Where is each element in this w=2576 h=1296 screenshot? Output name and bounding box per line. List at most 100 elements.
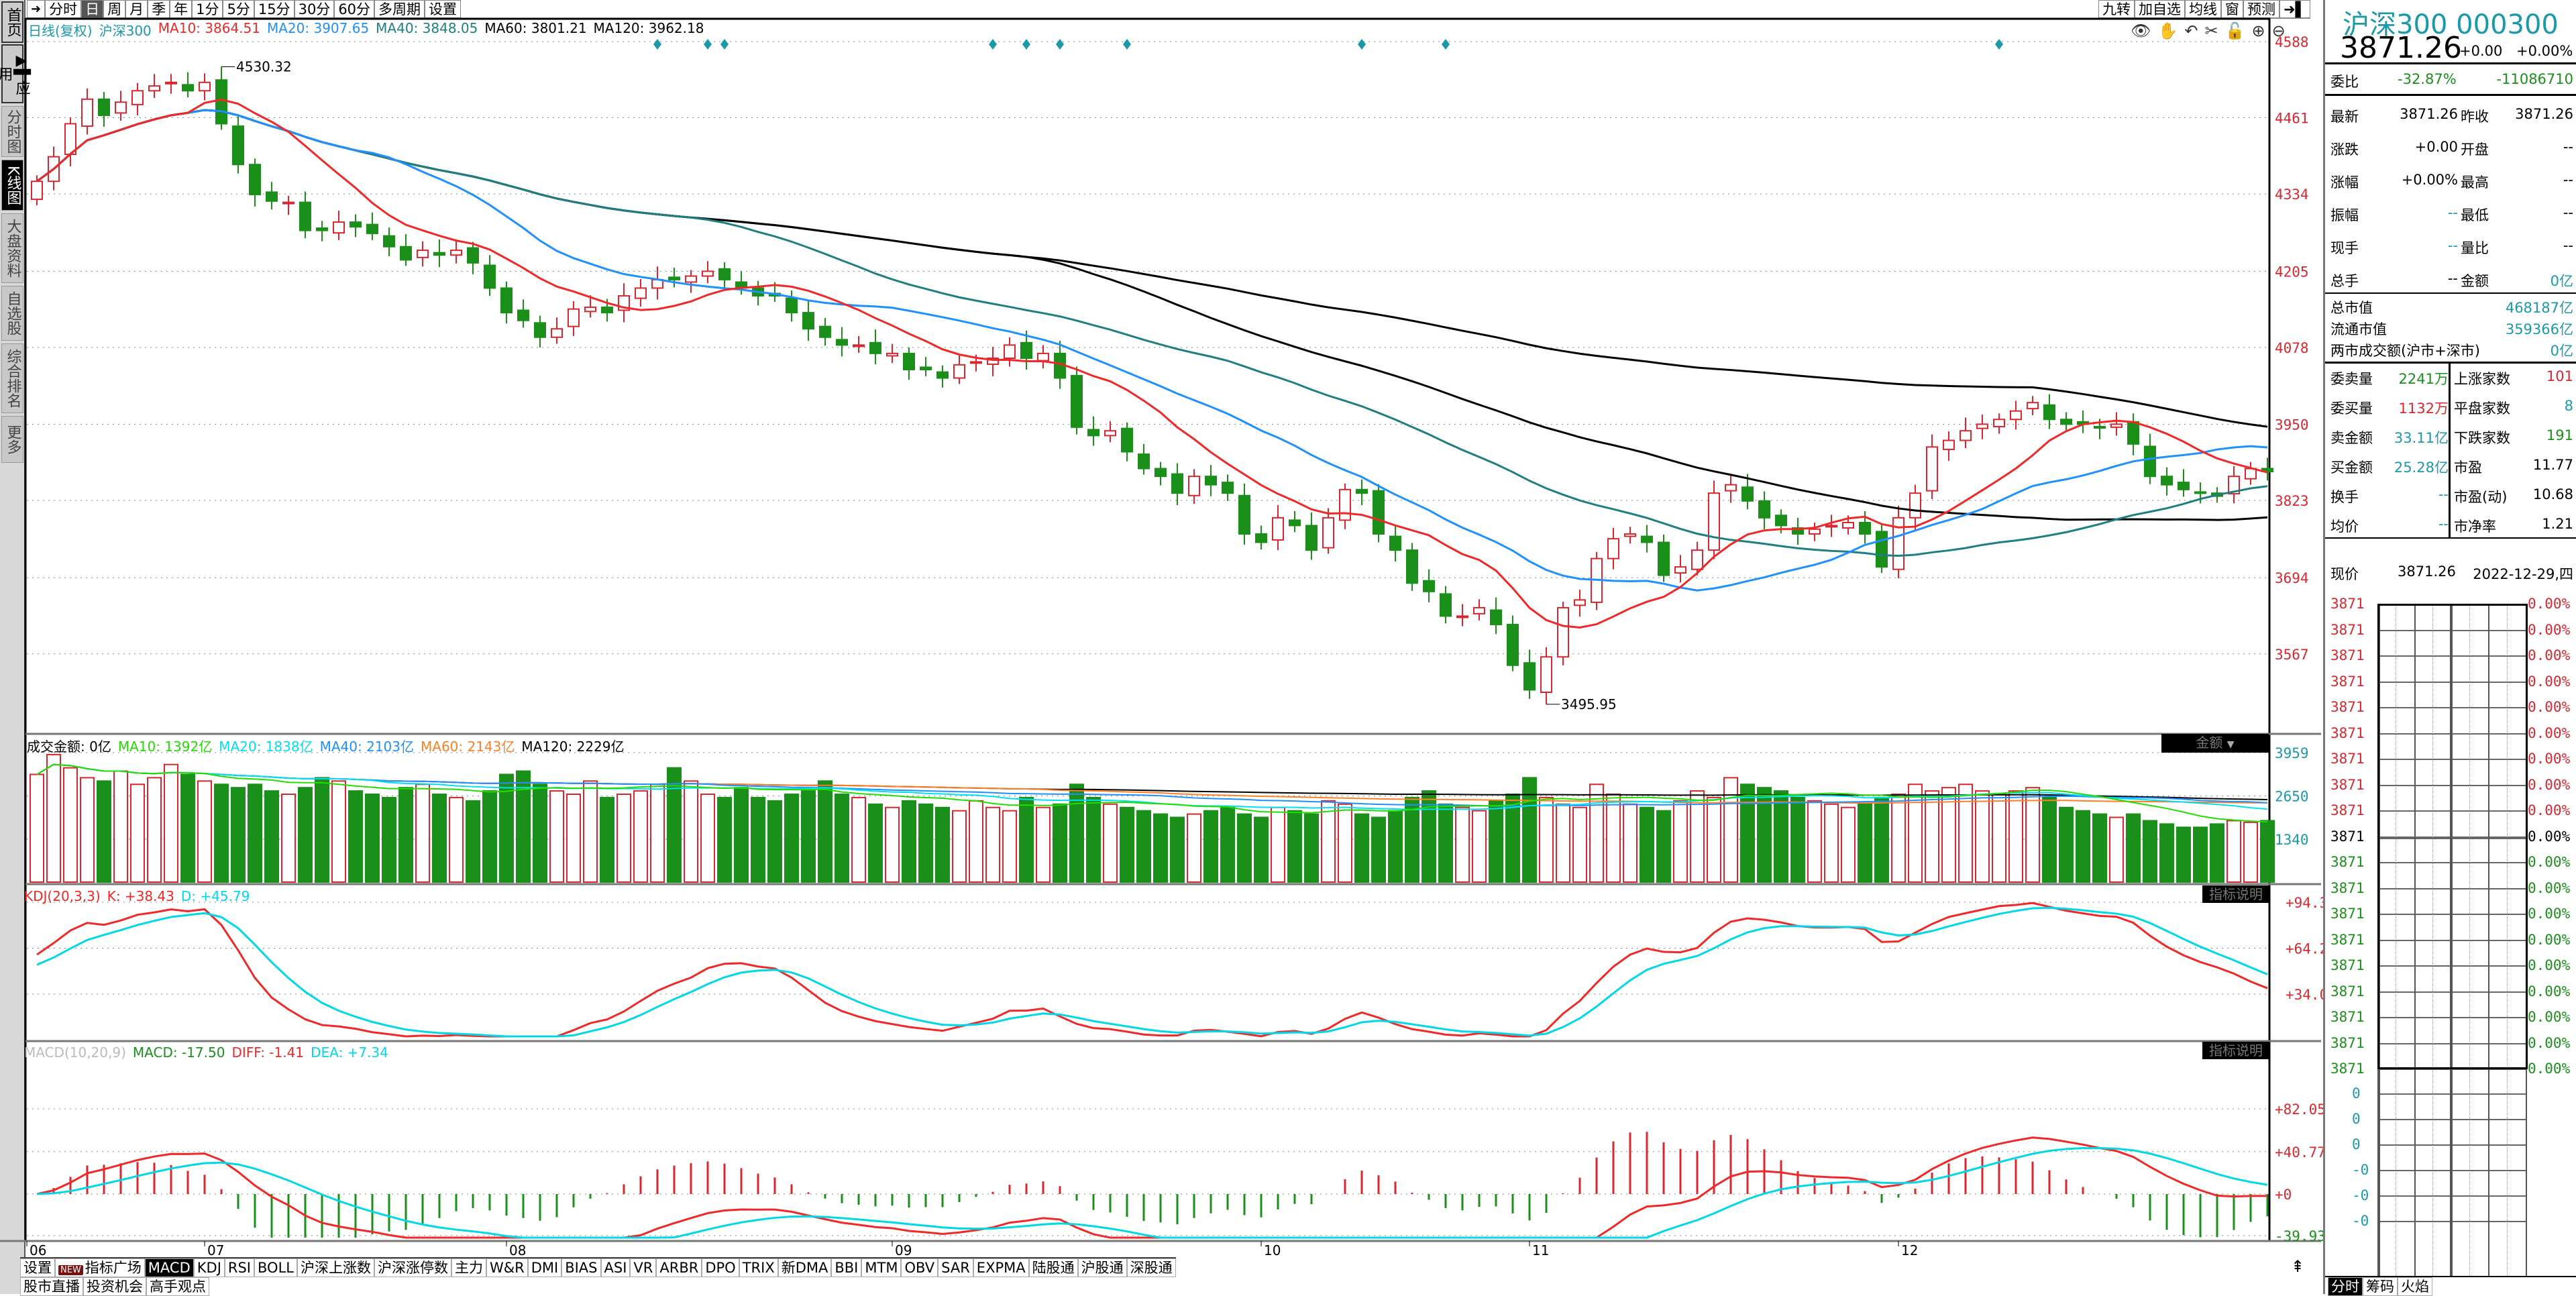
candle-down xyxy=(1373,490,1385,535)
period-tab[interactable]: 15分 xyxy=(254,0,294,19)
period-tab[interactable]: 季 xyxy=(148,0,170,19)
candle-up xyxy=(853,344,865,347)
indicator-tab[interactable]: 深股通 xyxy=(1126,1258,1176,1277)
indicator-tab[interactable]: ASI xyxy=(600,1258,631,1277)
macd-help-button[interactable]: 指标说明 xyxy=(2202,1042,2269,1059)
tab-live[interactable]: 股市直播 xyxy=(20,1277,83,1296)
tab-expert-views[interactable]: 高手观点 xyxy=(146,1277,209,1296)
indicator-tab[interactable]: BBI xyxy=(831,1258,862,1277)
candle-down xyxy=(2060,419,2072,425)
volume-bar xyxy=(298,787,313,883)
event-marker-icon[interactable] xyxy=(989,39,997,50)
period-tab[interactable]: 60分 xyxy=(334,0,375,19)
indicator-tab[interactable]: DPO xyxy=(702,1258,739,1277)
indicator-tab[interactable]: OBV xyxy=(901,1258,938,1277)
indicator-tab[interactable]: 沪深涨停数 xyxy=(374,1258,451,1277)
period-tab[interactable]: 多周期 xyxy=(374,0,425,19)
sidebar-item-home[interactable]: 首页 xyxy=(1,1,23,43)
kdj-help-button[interactable]: 指标说明 xyxy=(2202,885,2269,903)
zoom-in-icon[interactable]: ⊕ xyxy=(2251,21,2265,40)
timeshare-price-label: 3871 xyxy=(2330,1034,2365,1051)
indicator-tab[interactable]: EXPMA xyxy=(973,1258,1029,1277)
candle-down xyxy=(936,371,949,379)
candle-down xyxy=(2043,404,2055,421)
arrow-right-icon[interactable]: ➜ xyxy=(27,0,46,19)
indicator-tab[interactable]: BIAS xyxy=(561,1258,601,1277)
period-tab[interactable]: 分时 xyxy=(45,0,82,19)
scroll-top-icon[interactable]: ⇞ xyxy=(2291,1257,2305,1276)
event-marker-icon[interactable] xyxy=(1056,39,1064,50)
event-marker-icon[interactable] xyxy=(1442,39,1450,50)
candle-down xyxy=(517,309,529,321)
event-marker-icon[interactable] xyxy=(1022,39,1030,50)
ma-settings-button[interactable]: 均线 xyxy=(2185,0,2221,19)
sidebar-item-watchlist[interactable]: 自选股 xyxy=(1,286,23,341)
timeshare-vline xyxy=(2414,604,2416,1276)
indicator-tab[interactable]: ARBR xyxy=(656,1258,702,1277)
sidebar-item-more[interactable]: 更多 xyxy=(1,416,23,463)
indicator-tab[interactable]: W&R xyxy=(486,1258,528,1277)
candle-down xyxy=(1205,476,1217,486)
indicator-settings-tab[interactable]: 设置 xyxy=(20,1258,55,1277)
new-badge: NEW xyxy=(58,1265,83,1275)
indicator-tab[interactable]: 新DMA xyxy=(777,1258,832,1277)
scissors-icon[interactable]: ✂ xyxy=(2204,21,2218,40)
quote-value: 0亿 xyxy=(2550,273,2573,289)
indicator-tab[interactable]: SAR xyxy=(938,1258,973,1277)
zoom-out-icon[interactable]: ⊖ xyxy=(2271,21,2286,40)
candle-down xyxy=(1020,341,1032,360)
timeshare-pct-label: 0.00% xyxy=(2528,931,2571,948)
kline-chart[interactable]: 4588 4461 4334 4205 4078 3950 3823 3694 3567 3959… xyxy=(0,0,2323,1256)
candle-down xyxy=(903,352,915,371)
volume-bar xyxy=(969,800,983,883)
indicator-square-tab[interactable]: NEW 指标广场 xyxy=(55,1258,145,1277)
lock-icon[interactable]: 🔓 xyxy=(2224,21,2245,40)
candle-up xyxy=(1557,606,1569,658)
tab-timeshare[interactable]: 分时 xyxy=(2328,1277,2363,1296)
sidebar-item-kline[interactable]: K线图 xyxy=(1,160,23,211)
timeshare-mini-chart[interactable]: 3871 0.00% 3871 0.00% 3871 0.00% 3871 0.00% 3871… xyxy=(2325,0,2576,1294)
candle-down xyxy=(2178,482,2190,490)
indicator-tab[interactable]: KDJ xyxy=(193,1258,225,1277)
indicator-tab[interactable]: 陆股通 xyxy=(1028,1258,1078,1277)
ma120-line xyxy=(36,109,2268,428)
sidebar-item-timeshare[interactable]: 分时图 xyxy=(1,106,23,157)
indicator-tab[interactable]: MTM xyxy=(861,1258,902,1277)
indicator-tab[interactable]: MACD xyxy=(144,1258,194,1277)
period-tab[interactable]: 年 xyxy=(170,0,193,19)
event-marker-icon[interactable] xyxy=(653,39,661,50)
indicator-tab[interactable]: BOLL xyxy=(254,1258,297,1277)
timeshare-price-label: 3871 xyxy=(2330,879,2365,896)
indicator-tab[interactable]: DMI xyxy=(527,1258,562,1277)
indicator-tab[interactable]: 主力 xyxy=(451,1258,486,1277)
indicator-tab[interactable]: RSI xyxy=(224,1258,255,1277)
sidebar-item-ranking[interactable]: 综合排名 xyxy=(1,343,23,413)
period-tab[interactable]: 设置 xyxy=(425,0,462,19)
period-tab[interactable]: 日 xyxy=(81,0,104,19)
indicator-tab[interactable]: 沪股通 xyxy=(1077,1258,1127,1277)
undo-icon[interactable]: ↶ xyxy=(2184,21,2198,40)
quote-label: 涨跌 xyxy=(2330,142,2359,158)
event-marker-icon[interactable] xyxy=(720,39,729,50)
stats-row: 委买量 1132万 平盘家数 8 xyxy=(2330,398,2573,418)
tab-chips[interactable]: 筹码 xyxy=(2363,1277,2398,1296)
tab-flame[interactable]: 火焰 xyxy=(2398,1277,2432,1296)
indicator-tab[interactable]: VR xyxy=(630,1258,657,1277)
indicator-tab[interactable]: TRIX xyxy=(739,1258,778,1277)
event-marker-icon[interactable] xyxy=(704,39,712,50)
add-watchlist-button[interactable]: 加自选 xyxy=(2135,0,2185,19)
hand-icon[interactable]: ✋ xyxy=(2157,21,2178,40)
stats-row: 卖金额 33.11亿 下跌家数 191 xyxy=(2330,427,2573,447)
indicator-tab[interactable]: 沪深上涨数 xyxy=(297,1258,374,1277)
event-marker-icon[interactable] xyxy=(1995,39,2003,50)
period-tab[interactable]: 周 xyxy=(103,0,126,19)
eye-icon[interactable]: 👁 xyxy=(2131,21,2151,40)
sidebar-item-market-info[interactable]: 大盘资料 xyxy=(1,213,23,283)
period-tab[interactable]: 5分 xyxy=(223,0,254,19)
tab-opportunity[interactable]: 投资机会 xyxy=(83,1277,146,1296)
collapse-panel-icon[interactable]: ➜▌ xyxy=(2279,0,2310,19)
event-marker-icon[interactable] xyxy=(1358,39,1366,50)
event-marker-icon[interactable] xyxy=(1123,39,1131,50)
volume-type-dropdown[interactable]: 金额 ▼ xyxy=(2161,734,2269,753)
volume-bar xyxy=(2042,796,2057,883)
